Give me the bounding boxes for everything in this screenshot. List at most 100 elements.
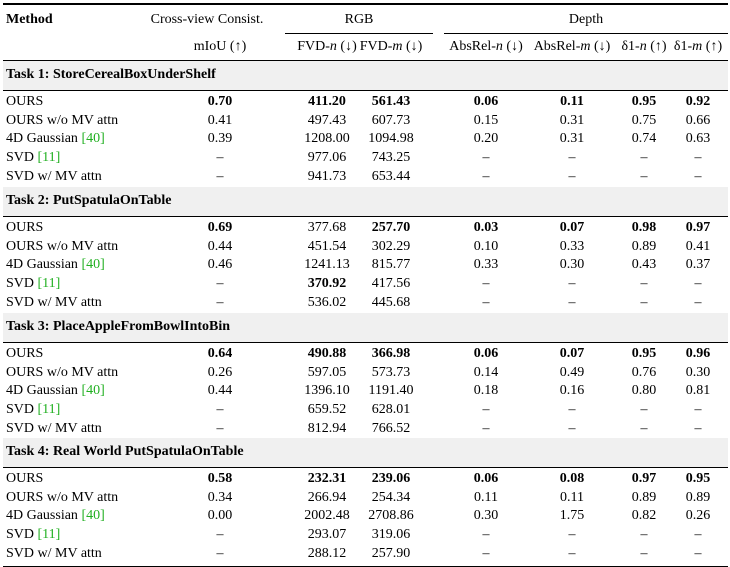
value-cell: 0.20 xyxy=(474,130,499,148)
value-cell: – xyxy=(695,294,702,312)
value-cell: 0.89 xyxy=(632,238,657,256)
value-cell: 628.01 xyxy=(372,401,411,419)
value-cell: 0.07 xyxy=(560,345,585,363)
method-cell: SVD w/ MV attn xyxy=(6,420,102,438)
value-cell: 497.43 xyxy=(308,112,347,130)
value-cell: 1094.98 xyxy=(368,130,414,148)
method-cell: SVD w/ MV attn xyxy=(6,294,102,312)
value-cell: 0.03 xyxy=(474,219,499,237)
value-cell: 0.44 xyxy=(208,238,233,256)
value-cell: 0.14 xyxy=(474,364,499,382)
value-cell: 941.73 xyxy=(308,168,347,186)
citation-ref[interactable]: [40] xyxy=(81,383,104,398)
value-cell: 239.06 xyxy=(372,470,411,488)
citation-ref[interactable]: [11] xyxy=(38,527,61,542)
value-cell: – xyxy=(695,401,702,419)
value-cell: 1208.00 xyxy=(304,130,350,148)
method-cell: 4D Gaussian [40] xyxy=(6,382,105,400)
value-cell: 1396.10 xyxy=(304,382,350,400)
value-cell: 490.88 xyxy=(308,345,347,363)
value-cell: 0.89 xyxy=(632,489,657,507)
citation-ref[interactable]: [40] xyxy=(81,508,104,523)
value-cell: 0.06 xyxy=(474,345,499,363)
value-cell: 536.02 xyxy=(308,294,347,312)
value-cell: 0.69 xyxy=(208,219,233,237)
citation-ref[interactable]: [11] xyxy=(38,150,61,165)
value-cell: – xyxy=(569,545,576,563)
value-cell: – xyxy=(483,401,490,419)
value-cell: 0.11 xyxy=(560,93,584,111)
section-rule xyxy=(3,342,728,343)
citation-ref[interactable]: [40] xyxy=(81,131,104,146)
header-col-1: FVD-n (↓) xyxy=(297,38,357,56)
value-cell: – xyxy=(217,275,224,293)
value-cell: 0.95 xyxy=(632,93,657,111)
value-cell: 766.52 xyxy=(372,420,411,438)
value-cell: – xyxy=(483,275,490,293)
value-cell: 288.12 xyxy=(308,545,347,563)
value-cell: – xyxy=(217,526,224,544)
section-title: Task 4: Real World PutSpatulaOnTable xyxy=(6,443,244,461)
citation-ref[interactable]: [11] xyxy=(38,402,61,417)
value-cell: 232.31 xyxy=(308,470,347,488)
value-cell: – xyxy=(217,420,224,438)
value-cell: – xyxy=(483,420,490,438)
method-cell: OURS w/o MV attn xyxy=(6,364,118,382)
header-col-6: δ1-m (↑) xyxy=(674,38,722,56)
value-cell: 0.98 xyxy=(632,219,657,237)
value-cell: 366.98 xyxy=(372,345,411,363)
value-cell: 2002.48 xyxy=(304,507,350,525)
value-cell: – xyxy=(641,149,648,167)
method-cell: SVD [11] xyxy=(6,149,60,167)
value-cell: 377.68 xyxy=(308,219,347,237)
value-cell: – xyxy=(695,149,702,167)
value-cell: – xyxy=(217,294,224,312)
value-cell: 0.31 xyxy=(560,130,585,148)
value-cell: – xyxy=(483,149,490,167)
value-cell: 812.94 xyxy=(308,420,347,438)
value-cell: – xyxy=(483,168,490,186)
value-cell: 293.07 xyxy=(308,526,347,544)
value-cell: 257.70 xyxy=(372,219,411,237)
value-cell: 597.05 xyxy=(308,364,347,382)
value-cell: 0.95 xyxy=(686,470,711,488)
value-cell: 451.54 xyxy=(308,238,347,256)
value-cell: 0.44 xyxy=(208,382,233,400)
value-cell: 0.81 xyxy=(686,382,711,400)
value-cell: – xyxy=(641,294,648,312)
citation-ref[interactable]: [40] xyxy=(81,257,104,272)
value-cell: – xyxy=(695,275,702,293)
value-cell: – xyxy=(217,168,224,186)
value-cell: 266.94 xyxy=(308,489,347,507)
value-cell: 1191.40 xyxy=(369,382,414,400)
method-cell: 4D Gaussian [40] xyxy=(6,507,105,525)
value-cell: 0.58 xyxy=(208,470,233,488)
value-cell: – xyxy=(217,401,224,419)
value-cell: – xyxy=(641,168,648,186)
value-cell: 0.07 xyxy=(560,219,585,237)
value-cell: 743.25 xyxy=(372,149,411,167)
value-cell: 0.70 xyxy=(208,93,233,111)
value-cell: 0.82 xyxy=(632,507,657,525)
header-col-2: FVD-m (↓) xyxy=(360,38,423,56)
section-rule xyxy=(3,467,728,468)
value-cell: 0.64 xyxy=(208,345,233,363)
citation-ref[interactable]: [11] xyxy=(38,276,61,291)
value-cell: 0.00 xyxy=(208,507,233,525)
section-title: Task 2: PutSpatulaOnTable xyxy=(6,192,171,210)
value-cell: 573.73 xyxy=(372,364,411,382)
header-col-5: δ1-n (↑) xyxy=(621,38,666,56)
value-cell: – xyxy=(569,168,576,186)
value-cell: – xyxy=(641,526,648,544)
value-cell: 0.95 xyxy=(632,345,657,363)
value-cell: 0.75 xyxy=(632,112,657,130)
value-cell: 0.74 xyxy=(632,130,657,148)
method-cell: SVD [11] xyxy=(6,275,60,293)
value-cell: 445.68 xyxy=(372,294,411,312)
method-cell: SVD w/ MV attn xyxy=(6,168,102,186)
rgb-group-rule xyxy=(285,33,433,34)
value-cell: 0.97 xyxy=(632,470,657,488)
header-group-rgb: RGB xyxy=(345,11,374,29)
method-cell: OURS xyxy=(6,219,43,237)
value-cell: 1241.13 xyxy=(304,256,350,274)
